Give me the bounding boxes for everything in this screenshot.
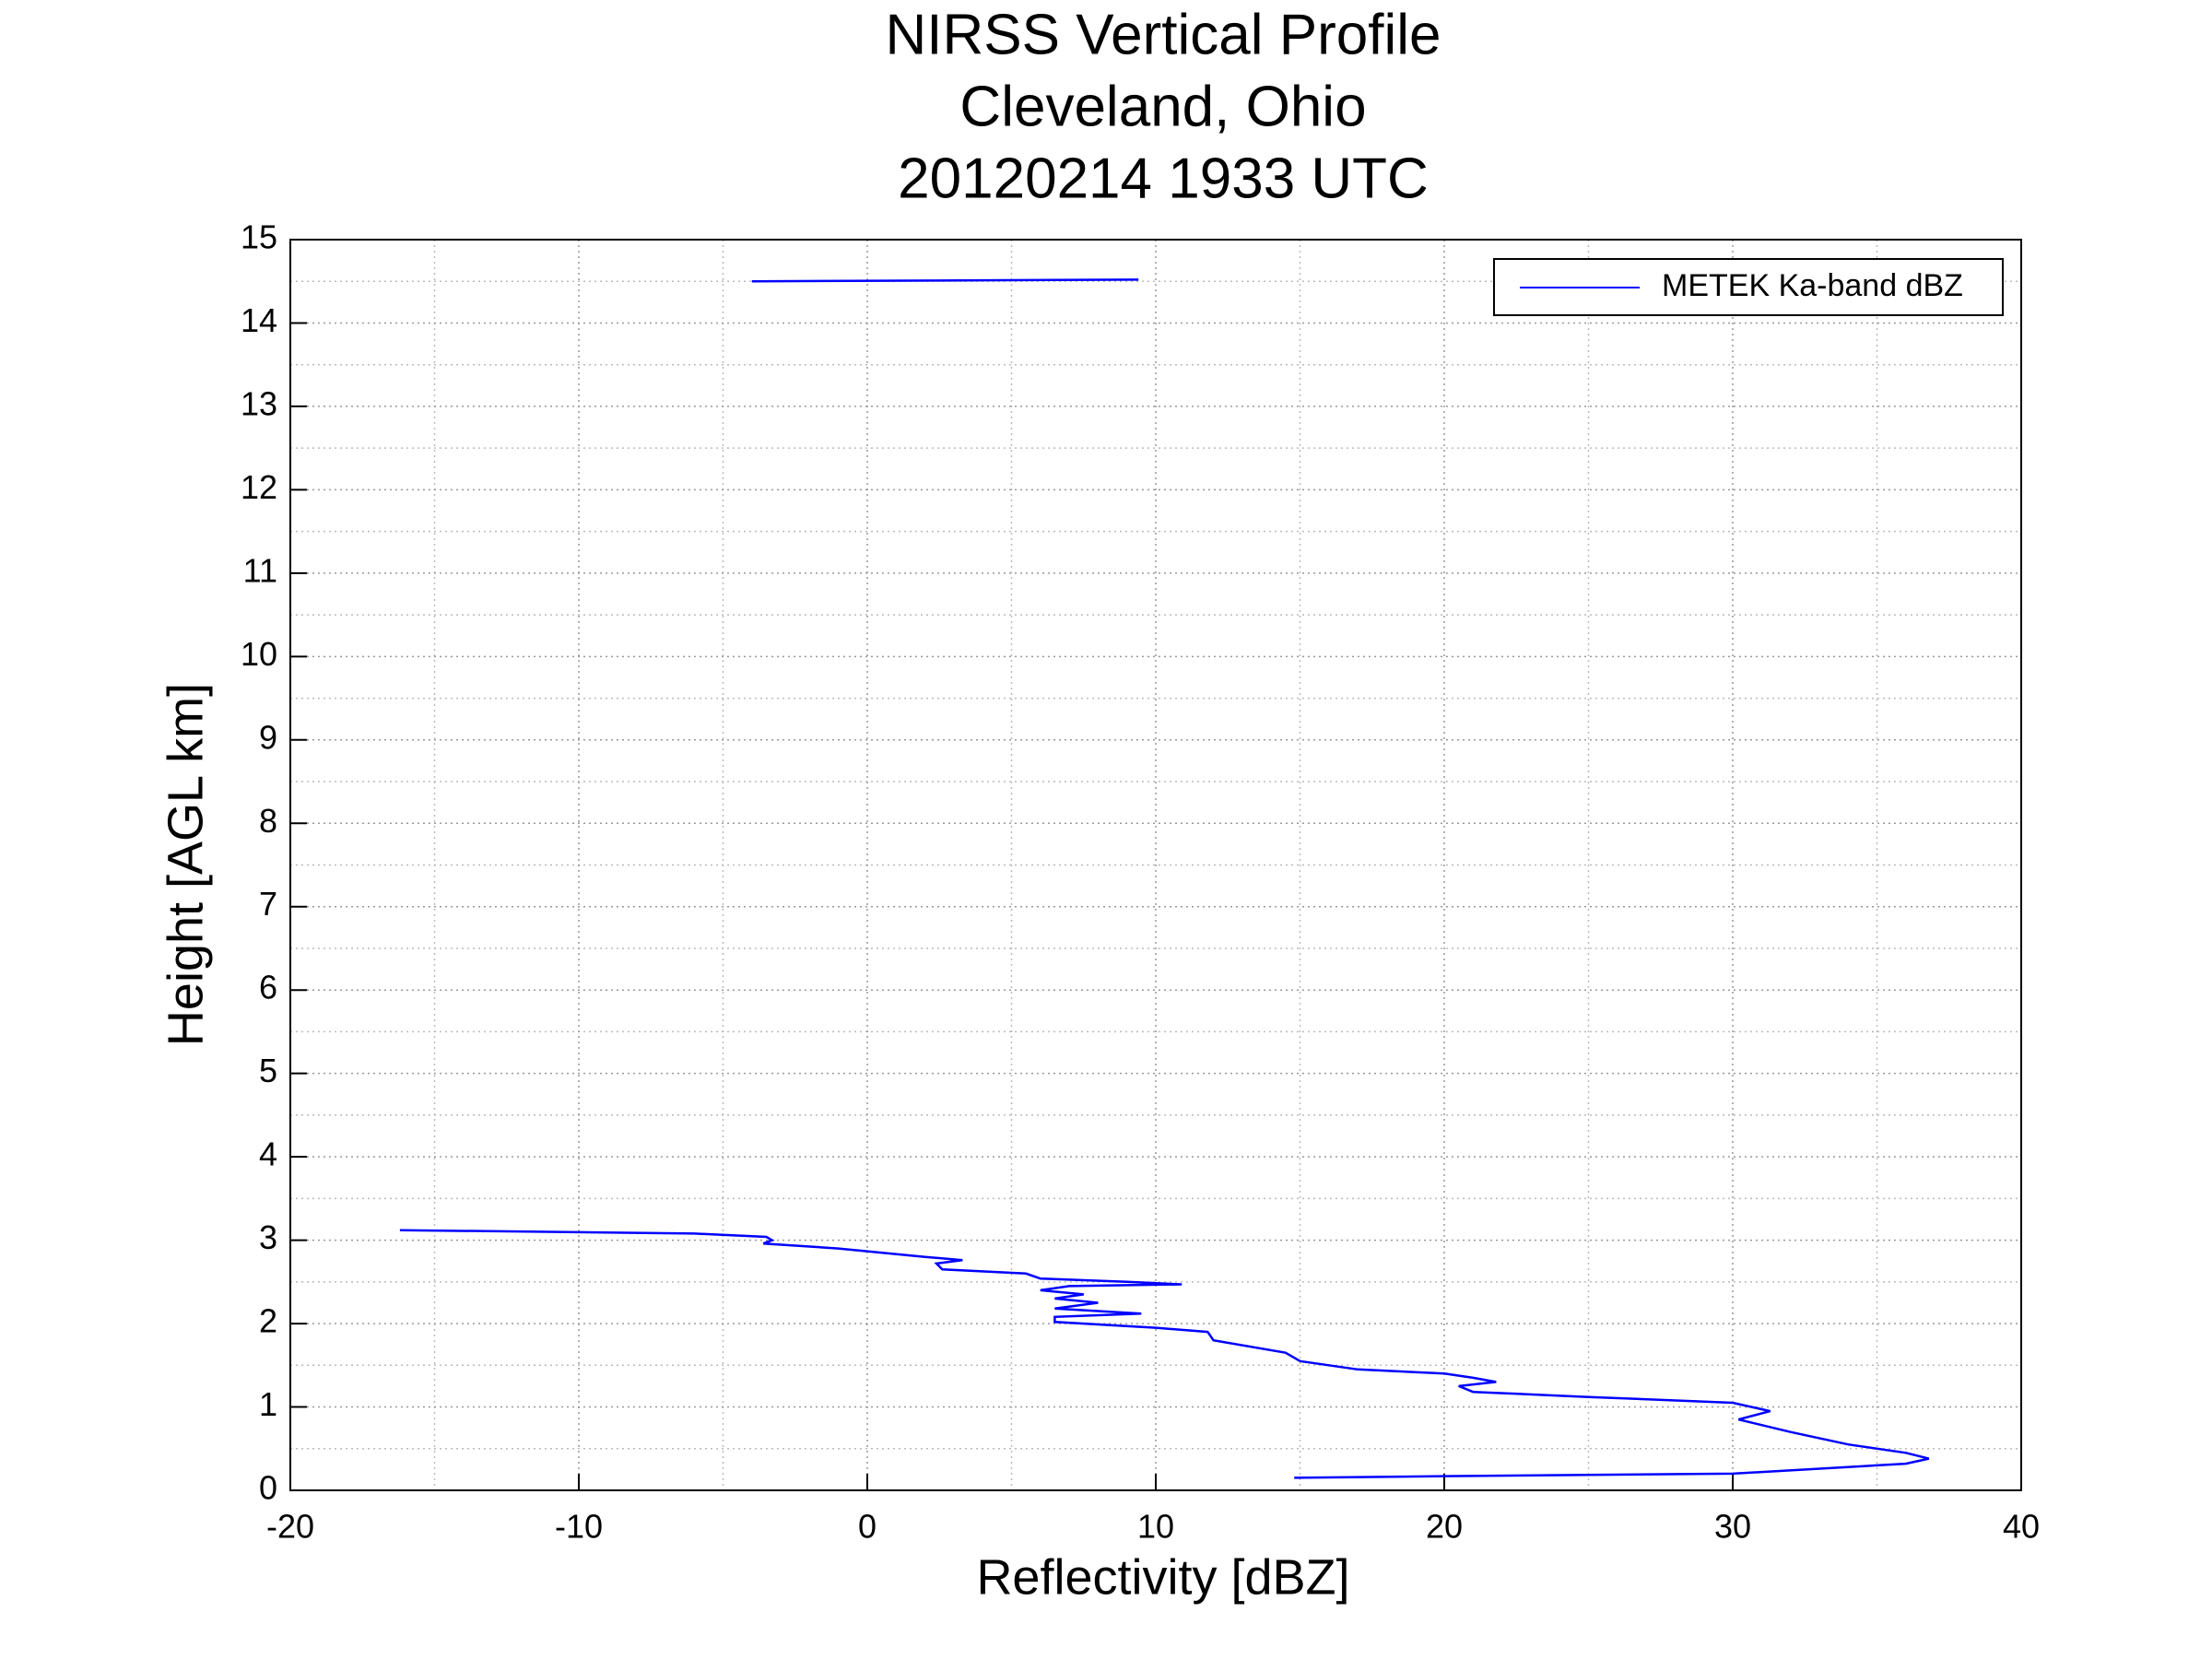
y-tick-label: 12	[241, 468, 277, 506]
y-tick-label: 3	[259, 1218, 277, 1256]
x-tick-label: 40	[2003, 1508, 2040, 1546]
y-tick-label: 2	[259, 1302, 277, 1340]
legend-label: METEK Ka-band dBZ	[1662, 268, 1963, 303]
y-tick-label: 6	[259, 969, 277, 1006]
y-tick-label: 15	[241, 218, 277, 256]
y-tick-label: 13	[241, 384, 277, 422]
y-axis-label: Height [AGL km]	[158, 683, 213, 1046]
plot-frame	[289, 239, 2022, 1491]
x-tick-label: -20	[266, 1508, 314, 1546]
y-tick-label: 14	[241, 301, 277, 339]
y-tick-label: 5	[259, 1052, 277, 1089]
chart-title: Cleveland, Ohio	[959, 75, 1366, 138]
x-tick-label: -10	[555, 1508, 603, 1546]
x-tick-label: 20	[1426, 1508, 1463, 1546]
y-tick-label: 11	[243, 551, 277, 589]
data-line	[399, 278, 1930, 1479]
legend-box	[1493, 258, 2004, 316]
y-tick-label: 8	[259, 802, 277, 840]
x-tick-label: 10	[1137, 1508, 1174, 1546]
chart-title: 20120214 1933 UTC	[898, 147, 1429, 210]
y-tick-label: 1	[259, 1385, 277, 1423]
x-axis-label: Reflectivity [dBZ]	[976, 1549, 1349, 1605]
x-tick-label: 30	[1714, 1508, 1751, 1546]
y-tick-label: 4	[259, 1135, 277, 1173]
y-tick-label: 9	[259, 718, 277, 756]
x-tick-label: 0	[858, 1508, 877, 1546]
y-tick-label: 7	[259, 885, 277, 923]
chart-title: NIRSS Vertical Profile	[886, 3, 1441, 66]
y-tick-label: 10	[241, 635, 277, 673]
y-tick-label: 0	[259, 1469, 277, 1507]
